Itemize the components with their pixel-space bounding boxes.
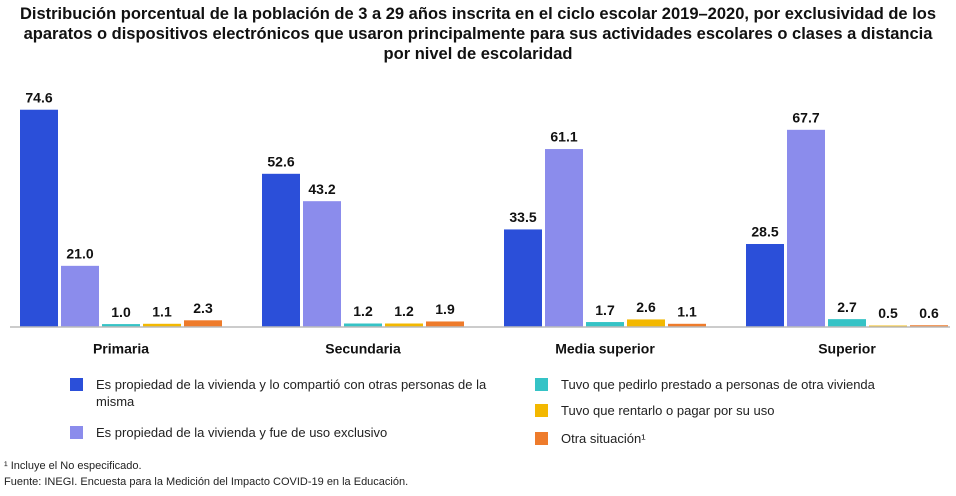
data-label: 1.2 (353, 303, 373, 319)
legend-swatch (70, 426, 83, 439)
bar (143, 323, 181, 327)
data-label: 1.1 (152, 303, 172, 319)
bar (426, 321, 464, 327)
bar (61, 265, 99, 327)
data-label: 74.6 (25, 89, 52, 105)
legend-label: Otra situación¹ (561, 431, 646, 446)
bar (504, 229, 542, 327)
legend-label: Tuvo que rentarlo o pagar por su uso (561, 403, 775, 418)
x-tick-label: Superior (818, 341, 876, 357)
bar (184, 320, 222, 327)
bar (262, 173, 300, 327)
bar (344, 323, 382, 327)
data-label: 2.3 (193, 300, 213, 316)
data-label: 28.5 (751, 224, 778, 240)
chart-title: Distribución porcentual de la población … (19, 5, 937, 63)
data-label: 0.6 (919, 305, 939, 321)
bar (102, 324, 140, 327)
data-label: 67.7 (792, 110, 819, 126)
x-tick-label: Primaria (93, 341, 149, 357)
data-label: 2.6 (636, 299, 656, 315)
x-tick-label: Media superior (555, 341, 655, 357)
data-label: 2.7 (837, 299, 857, 315)
legend-swatch (535, 378, 548, 391)
legend-swatch (535, 432, 548, 445)
bar (828, 319, 866, 327)
bar (303, 201, 341, 327)
data-label: 52.6 (267, 154, 294, 170)
footnote: ¹ Incluye el No especificado. (4, 460, 142, 472)
legend-label: Es propiedad de la vivienda y lo compart… (96, 377, 487, 409)
legend-swatch (535, 404, 548, 417)
bar (627, 319, 665, 327)
data-label: 1.2 (394, 303, 414, 319)
bar (668, 323, 706, 327)
bar (910, 325, 948, 327)
data-label: 33.5 (509, 209, 536, 225)
bar (586, 322, 624, 327)
data-label: 0.5 (878, 305, 898, 321)
legend-swatch (70, 378, 83, 391)
x-tick-label: Secundaria (325, 341, 401, 357)
data-label: 61.1 (550, 129, 577, 145)
bar (385, 323, 423, 327)
bar (545, 149, 583, 327)
data-label: 1.1 (677, 303, 697, 319)
legend-label: Tuvo que pedirlo prestado a personas de … (561, 377, 875, 392)
source: Fuente: INEGI. Encuesta para la Medición… (4, 476, 409, 488)
data-label: 43.2 (308, 181, 335, 197)
bar (787, 129, 825, 327)
data-label: 1.9 (435, 301, 455, 317)
legend-label: Es propiedad de la vivienda y fue de uso… (96, 425, 388, 440)
data-label: 1.0 (111, 304, 131, 320)
data-label: 1.7 (595, 302, 615, 318)
bar (746, 243, 784, 327)
data-label: 21.0 (66, 246, 93, 262)
bar (20, 109, 58, 327)
